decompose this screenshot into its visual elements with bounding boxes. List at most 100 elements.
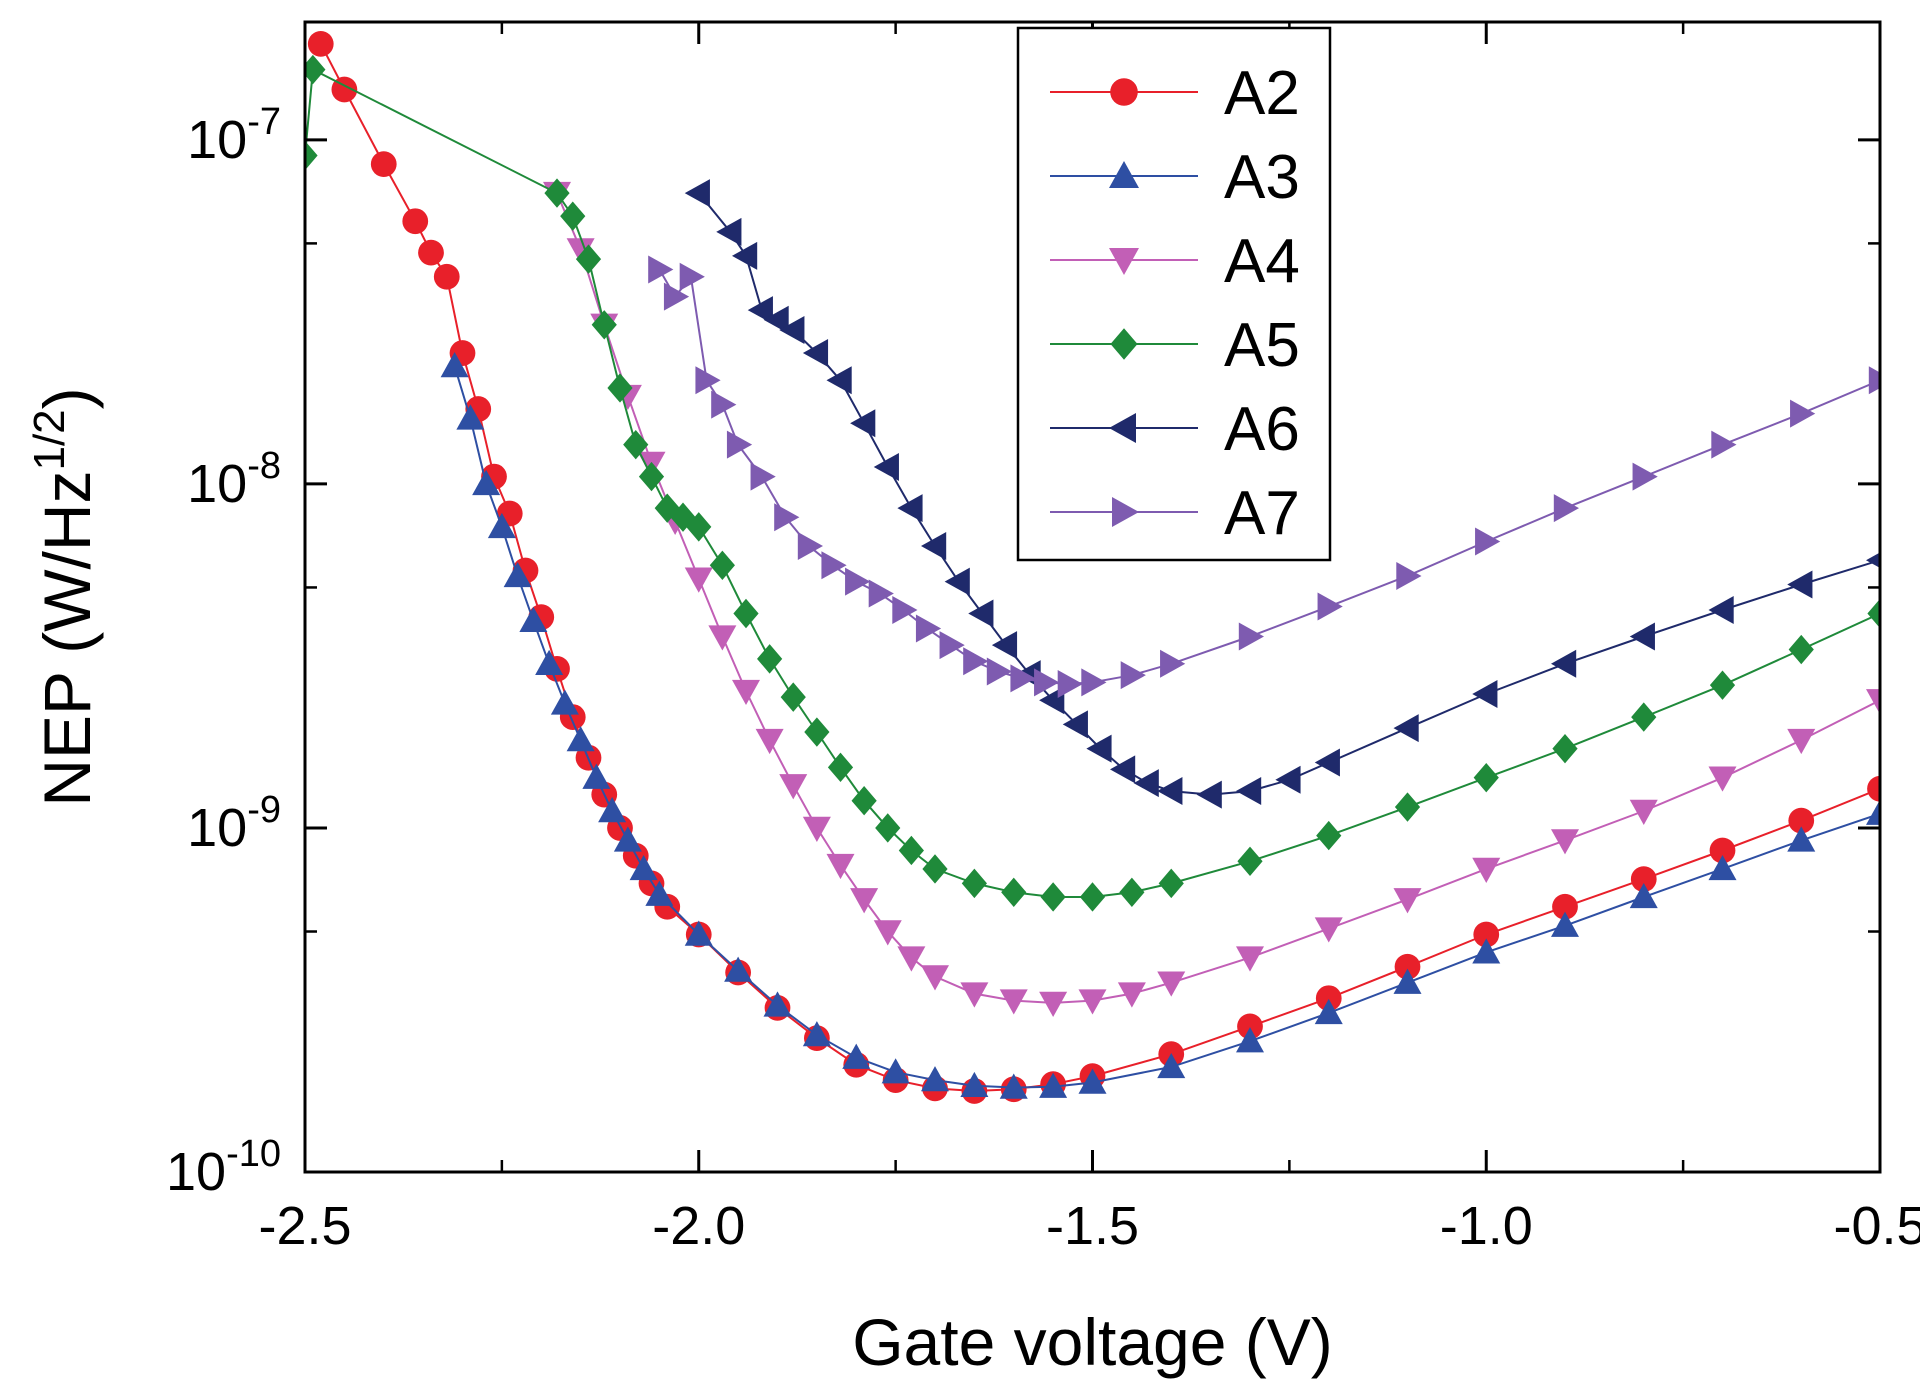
data-point-a3 [1314,998,1343,1025]
data-point-a5 [1079,882,1106,912]
data-point-a5 [575,244,602,274]
data-point-a3 [881,1058,910,1084]
data-point-a5 [623,429,649,460]
data-point-a6 [850,409,876,438]
data-point-a7 [648,255,674,284]
data-point-a5 [733,598,759,629]
data-point-a4 [1117,982,1146,1008]
data-point-a7 [986,657,1012,686]
data-point-a2 [307,31,334,57]
y-axis-title-sup: 1/2 [25,409,74,470]
data-point-a3 [582,763,611,789]
data-point-a7 [1711,430,1737,459]
y-axis-title: NEP (W/Hz1/2) [25,387,104,806]
data-point-a3 [921,1066,949,1092]
data-point-a7 [711,390,737,419]
legend-marker [1110,78,1138,106]
data-point-a3 [802,1021,831,1047]
data-point-a6 [802,339,829,368]
data-point-a3 [598,797,627,823]
legend-label: A5 [1224,311,1300,380]
data-point-a5 [306,54,326,85]
data-point-a6 [1393,714,1419,743]
data-point-a5 [1788,634,1814,665]
data-point-a5 [851,785,877,816]
data-point-a6 [1196,780,1222,809]
data-point-a5 [961,868,987,899]
data-point-a3 [1078,1068,1107,1094]
data-point-a6 [968,599,994,628]
data-point-a7 [1120,661,1146,690]
data-point-a3 [519,606,548,632]
data-point-a5 [922,854,948,884]
data-point-a5 [804,717,830,747]
data-point-a3 [842,1043,871,1069]
y-tick-label: 10-8 [187,445,281,514]
data-point-a3 [1039,1072,1068,1098]
legend-marker [1110,328,1138,360]
legend-marker [1109,413,1136,443]
data-point-a2 [1394,953,1421,980]
data-point-a2 [418,239,444,266]
legend-label: A4 [1224,227,1300,296]
series-a5 [306,54,1879,912]
data-point-a5 [1158,868,1184,899]
data-point-a6 [1629,622,1655,651]
data-point-a5 [1040,882,1066,912]
data-point-a6 [1157,777,1183,806]
y-tick-label: 10-7 [187,101,281,170]
data-point-a3 [535,649,564,675]
data-point-a7 [1010,664,1036,693]
data-point-a3 [763,991,792,1017]
data-point-a6 [1314,748,1340,777]
data-point-a3 [1629,882,1658,909]
legend-label: A7 [1224,479,1300,548]
data-point-a7 [1790,399,1816,428]
data-point-a3 [1708,854,1737,881]
legend-item-a6: A6 [1050,395,1300,464]
data-point-a4 [1551,829,1579,855]
data-point-a6 [747,296,773,325]
data-point-a6 [1551,649,1577,678]
data-point-a4 [960,982,989,1008]
data-point-a7 [1868,366,1879,395]
data-point-a6 [897,494,923,523]
data-point-a4 [1708,766,1737,792]
data-point-a5 [1631,702,1657,732]
data-point-a2 [1237,1013,1263,1040]
data-point-a4 [826,853,855,880]
data-point-a5 [757,644,783,674]
data-point-a7 [695,366,721,395]
x-axis-title: Gate voltage (V) [852,1305,1333,1379]
data-point-a5 [898,835,924,866]
data-point-a7 [1396,561,1422,590]
data-point-a6 [684,179,710,208]
data-point-a2 [1709,837,1736,864]
data-point-a4 [802,816,831,842]
legend-label: A2 [1224,59,1300,128]
legend-item-a4: A4 [1050,227,1300,296]
series-a6 [684,179,1879,809]
data-point-a5 [875,813,901,843]
data-point-a6 [1866,552,1879,568]
x-axis: -2.5 -2.0 -1.5 -1.0 -0.5 [258,22,1920,1256]
data-point-a5 [780,682,806,712]
data-point-a5 [306,142,318,170]
data-point-a6 [1236,777,1262,806]
data-point-a7 [915,614,942,643]
legend-marker [1112,497,1139,527]
data-point-a5 [1709,670,1736,700]
data-point-a7 [1632,462,1658,491]
series-a4 [543,181,1879,1017]
data-point-a7 [726,430,753,459]
data-point-a6 [873,452,899,481]
legend-marker [1109,248,1139,275]
data-point-a3 [472,469,501,496]
data-point-a5 [1394,792,1421,822]
data-point-a3 [999,1073,1028,1099]
x-tick-label: -2.5 [258,1196,351,1256]
data-point-a4 [1314,917,1343,943]
data-point-a4 [1393,888,1422,914]
data-point-a3 [1236,1027,1264,1053]
